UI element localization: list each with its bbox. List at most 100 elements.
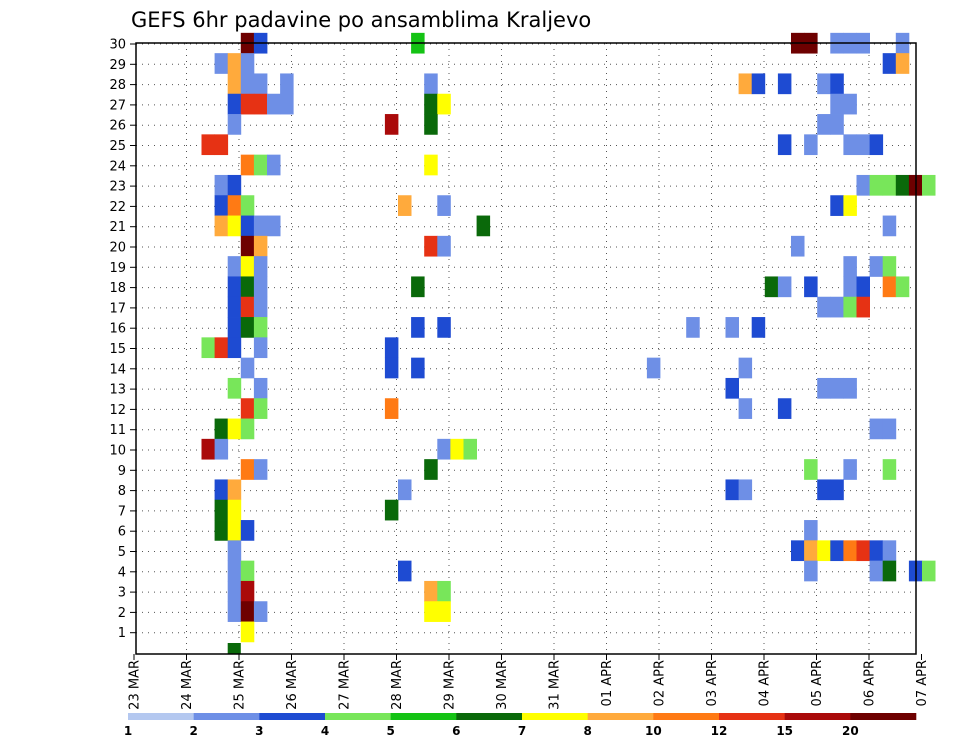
heatmap-cell	[227, 479, 242, 501]
heatmap-cell	[843, 195, 857, 216]
heatmap-cell	[843, 276, 857, 298]
heatmap-cell	[777, 398, 792, 419]
heatmap-cell	[777, 73, 792, 95]
heatmap-cell	[843, 459, 857, 480]
heatmap-cell	[411, 276, 425, 298]
heatmap-cell	[240, 459, 255, 480]
heatmap-cell	[214, 418, 229, 440]
heatmap-cell	[267, 215, 281, 237]
x-tick-label: 26 MAR	[285, 660, 300, 710]
x-tick-label: 06 APR	[863, 660, 878, 706]
heatmap-cell	[227, 195, 242, 216]
heatmap-cell	[764, 276, 779, 298]
heatmap-cell	[804, 520, 818, 541]
heatmap-cell	[398, 479, 412, 501]
heatmap-cell	[856, 296, 870, 318]
heatmap-cell	[214, 215, 229, 237]
y-tick-label: 30	[109, 38, 126, 53]
x-tick-label: 24 MAR	[180, 660, 195, 710]
heatmap-cells	[201, 32, 936, 654]
heatmap-cell	[227, 53, 242, 74]
heatmap-cell	[869, 540, 884, 562]
colorbar-swatch	[259, 713, 326, 720]
heatmap-cell	[227, 215, 242, 237]
heatmap-cell	[424, 73, 438, 95]
heatmap-cell	[424, 154, 438, 176]
heatmap-cell	[240, 93, 255, 115]
y-tick-label: 26	[109, 119, 126, 134]
heatmap-cell	[882, 53, 897, 74]
x-tick-label: 07 APR	[915, 660, 930, 706]
y-tick-label: 28	[109, 78, 126, 93]
colorbar-label: 3	[255, 724, 263, 738]
y-tick-label: 7	[118, 504, 126, 519]
heatmap-cell	[843, 256, 857, 277]
heatmap-cell	[437, 195, 451, 216]
x-axis-ticks: 23 MAR 24 MAR 25 MAR 26 MAR 27 MAR 28 MAR 29 M…	[128, 654, 930, 710]
heatmap-cell	[843, 296, 857, 318]
heatmap-cell	[240, 73, 255, 95]
heatmap-cell	[791, 235, 805, 257]
y-tick-label: 5	[118, 545, 126, 560]
heatmap-cell	[384, 357, 399, 379]
x-tick-label: 25 MAR	[233, 660, 248, 710]
heatmap-cell	[253, 459, 268, 480]
heatmap-cell	[214, 337, 229, 359]
heatmap-cell	[227, 418, 242, 440]
heatmap-cell	[240, 398, 255, 419]
heatmap-cell	[227, 560, 242, 582]
heatmap-cell	[738, 479, 753, 501]
heatmap-cell	[214, 195, 229, 216]
heatmap-cell	[725, 479, 739, 501]
heatmap-cell	[882, 215, 897, 237]
colorbar-swatch	[522, 713, 588, 720]
heatmap-cell	[384, 398, 399, 419]
colorbar-swatch	[193, 713, 260, 720]
heatmap-cell	[843, 134, 857, 156]
x-tick-label: 04 APR	[758, 660, 773, 706]
heatmap-cell	[253, 337, 268, 359]
y-tick-label: 16	[109, 322, 126, 337]
heatmap-cell	[253, 317, 268, 338]
heatmap-cell	[437, 235, 451, 257]
heatmap-cell	[214, 53, 229, 74]
heatmap-cell	[227, 93, 242, 115]
y-tick-label: 13	[109, 383, 126, 398]
x-tick-label: 02 APR	[653, 660, 668, 706]
colorbar-label: 6	[452, 724, 460, 738]
heatmap-cell	[253, 154, 268, 176]
heatmap-cell	[830, 114, 844, 135]
heatmap-cell	[882, 459, 897, 480]
heatmap-cell	[738, 357, 753, 379]
heatmap-cell	[240, 601, 255, 622]
heatmap-cell	[227, 499, 242, 521]
heatmap-cell	[240, 195, 255, 216]
heatmap-cell	[411, 357, 425, 379]
x-tick-label: 05 APR	[810, 660, 825, 706]
heatmap-cell	[227, 256, 242, 277]
y-tick-label: 22	[109, 200, 126, 215]
heatmap-cell	[922, 560, 936, 582]
heatmap-cell	[817, 73, 831, 95]
heatmap-cell	[227, 114, 242, 135]
heatmap-cell	[843, 540, 857, 562]
heatmap-cell	[240, 154, 255, 176]
heatmap-cell	[227, 276, 242, 298]
heatmap-cell	[424, 235, 438, 257]
heatmap-cell	[437, 93, 451, 115]
heatmap-cell	[253, 377, 268, 399]
colorbar-label: 2	[189, 724, 197, 738]
colorbar-swatch	[390, 713, 457, 720]
heatmap-cell	[869, 256, 884, 277]
heatmap-cell	[424, 580, 438, 602]
heatmap-cell	[214, 438, 229, 460]
heatmap-cell	[253, 296, 268, 318]
y-tick-label: 25	[109, 139, 126, 154]
heatmap-cell	[227, 601, 242, 622]
heatmap-cell	[791, 540, 805, 562]
y-tick-label: 14	[109, 362, 126, 377]
colorbar-swatch	[456, 713, 523, 720]
heatmap-cell	[817, 114, 831, 135]
y-tick-label: 27	[109, 98, 126, 113]
x-tick-label: 28 MAR	[390, 660, 405, 710]
